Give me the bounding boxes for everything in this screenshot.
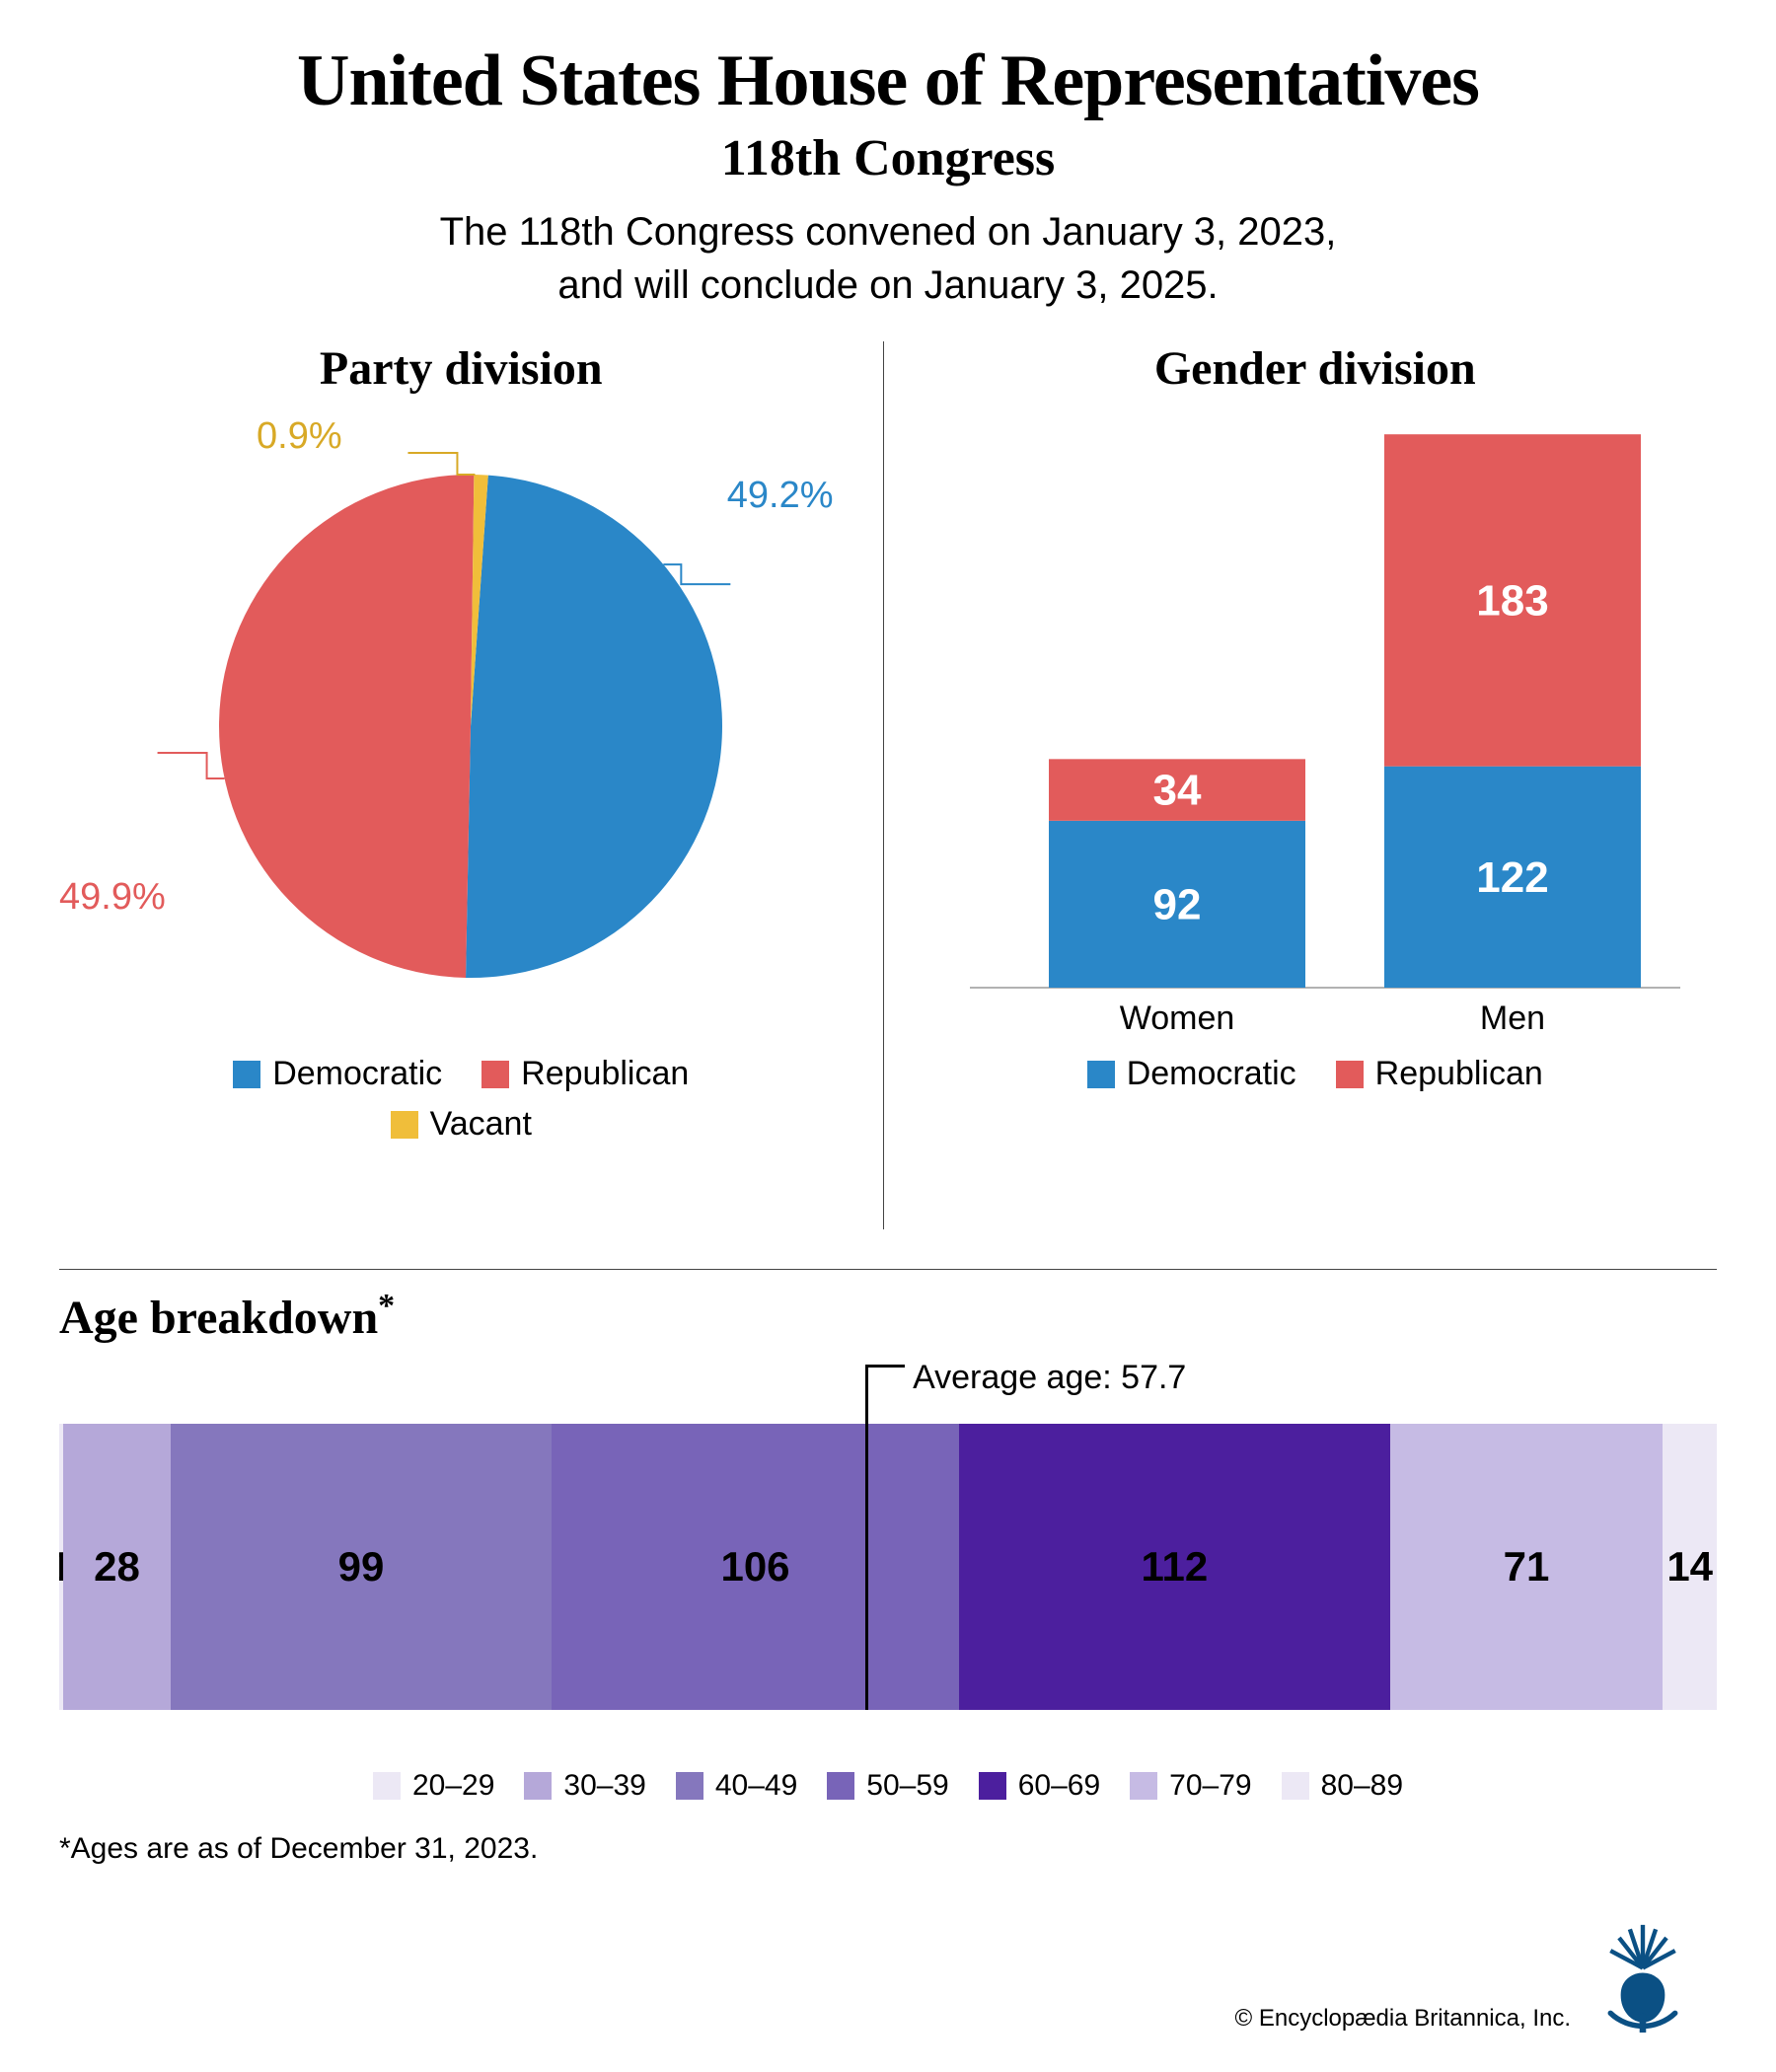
age-segment-50–59: 106 <box>552 1424 959 1710</box>
legend-label: Democratic <box>1127 1055 1296 1093</box>
party-division-title: Party division <box>59 341 863 396</box>
age-legend-label: 60–69 <box>1018 1769 1100 1803</box>
age-legend: 20–29 30–39 40–49 50–59 60–69 70–79 80–89 <box>59 1769 1717 1803</box>
swatch <box>1130 1772 1157 1800</box>
bar-value-label: 183 <box>1476 576 1548 625</box>
age-legend-label: 50–59 <box>866 1769 948 1803</box>
pie-label-vacant: 0.9% <box>257 415 342 458</box>
swatch-republican <box>481 1061 509 1088</box>
party-division-panel: Party division 49.2% 49.9% 0.9% Democrat… <box>59 341 884 1229</box>
party-pie-chart: 49.2% 49.9% 0.9% <box>59 415 863 1047</box>
age-legend-label: 40–49 <box>715 1769 797 1803</box>
age-legend-item: 80–89 <box>1282 1769 1403 1803</box>
age-legend-item: 20–29 <box>373 1769 494 1803</box>
swatch <box>979 1772 1006 1800</box>
gender-division-title: Gender division <box>914 341 1718 396</box>
description-line-1: The 118th Congress convened on January 3… <box>440 210 1337 254</box>
age-legend-item: 40–49 <box>676 1769 797 1803</box>
bar-value-label: 92 <box>1152 880 1201 928</box>
swatch-democratic <box>1087 1061 1115 1088</box>
page-subtitle: 118th Congress <box>59 129 1717 187</box>
average-age-pointer <box>865 1365 868 1710</box>
pie-label-republican: 49.9% <box>59 876 166 919</box>
average-age-pointer-top <box>865 1365 905 1368</box>
swatch-democratic <box>233 1061 260 1088</box>
gender-legend: Democratic Republican <box>914 1055 1718 1093</box>
age-segment-80–89: 14 <box>1663 1424 1717 1710</box>
age-legend-item: 70–79 <box>1130 1769 1251 1803</box>
age-segment-60–69: 112 <box>959 1424 1390 1710</box>
age-legend-item: 60–69 <box>979 1769 1100 1803</box>
britannica-logo-icon <box>1589 1914 1697 2033</box>
swatch-republican <box>1336 1061 1364 1088</box>
age-segment-30–39: 28 <box>63 1424 171 1710</box>
age-legend-label: 70–79 <box>1169 1769 1251 1803</box>
age-breakdown-title: Age breakdown* <box>59 1288 1717 1345</box>
pie-slice-republican <box>219 475 474 978</box>
page-description: The 118th Congress convened on January 3… <box>59 205 1717 312</box>
legend-item-vacant: Vacant <box>391 1105 532 1144</box>
age-breakdown-section: Age breakdown* Average age: 57.7 1289910… <box>59 1269 1717 1866</box>
gender-stacked-chart: 92 34 Women 122 183 Men <box>914 415 1718 1047</box>
swatch <box>373 1772 401 1800</box>
age-title-text: Age breakdown <box>59 1292 378 1344</box>
age-bar-chart: Average age: 57.7 128991061127114 <box>59 1424 1717 1710</box>
legend-label: Democratic <box>272 1055 442 1093</box>
age-legend-label: 80–89 <box>1321 1769 1403 1803</box>
age-title-asterisk: * <box>378 1288 395 1324</box>
swatch <box>524 1772 552 1800</box>
pie-label-democratic: 49.2% <box>727 475 834 517</box>
age-legend-item: 30–39 <box>524 1769 645 1803</box>
legend-label: Vacant <box>430 1105 532 1144</box>
gender-division-panel: Gender division 92 34 Women 122 183 Men Democ… <box>884 341 1718 1229</box>
legend-item-democratic: Democratic <box>233 1055 442 1093</box>
swatch <box>827 1772 854 1800</box>
legend-item-republican: Republican <box>1336 1055 1543 1093</box>
bar-category-label: Women <box>1119 999 1234 1037</box>
bar-category-label: Men <box>1480 999 1545 1037</box>
swatch <box>1282 1772 1309 1800</box>
age-legend-label: 30–39 <box>563 1769 645 1803</box>
age-legend-label: 20–29 <box>412 1769 494 1803</box>
average-age-label: Average age: 57.7 <box>913 1359 1186 1397</box>
divisions-row: Party division 49.2% 49.9% 0.9% Democrat… <box>59 341 1717 1229</box>
age-segment-40–49: 99 <box>171 1424 552 1710</box>
header: United States House of Representatives 1… <box>59 39 1717 312</box>
description-line-2: and will conclude on January 3, 2025. <box>557 263 1218 307</box>
age-legend-item: 50–59 <box>827 1769 948 1803</box>
credit: © Encyclopædia Britannica, Inc. <box>1234 1914 1697 2033</box>
legend-item-democratic: Democratic <box>1087 1055 1296 1093</box>
party-legend: Democratic Republican Vacant <box>59 1055 863 1144</box>
pie-slice-democratic <box>466 476 722 978</box>
legend-item-republican: Republican <box>481 1055 689 1093</box>
swatch <box>676 1772 703 1800</box>
bar-value-label: 122 <box>1476 853 1548 902</box>
swatch-vacant <box>391 1111 418 1139</box>
bar-value-label: 34 <box>1152 767 1201 815</box>
legend-label: Republican <box>521 1055 689 1093</box>
page-title: United States House of Representatives <box>59 39 1717 123</box>
legend-label: Republican <box>1375 1055 1543 1093</box>
age-footnote: *Ages are as of December 31, 2023. <box>59 1832 1717 1866</box>
age-segment-70–79: 71 <box>1390 1424 1664 1710</box>
credit-text: © Encyclopædia Britannica, Inc. <box>1234 2005 1571 2033</box>
